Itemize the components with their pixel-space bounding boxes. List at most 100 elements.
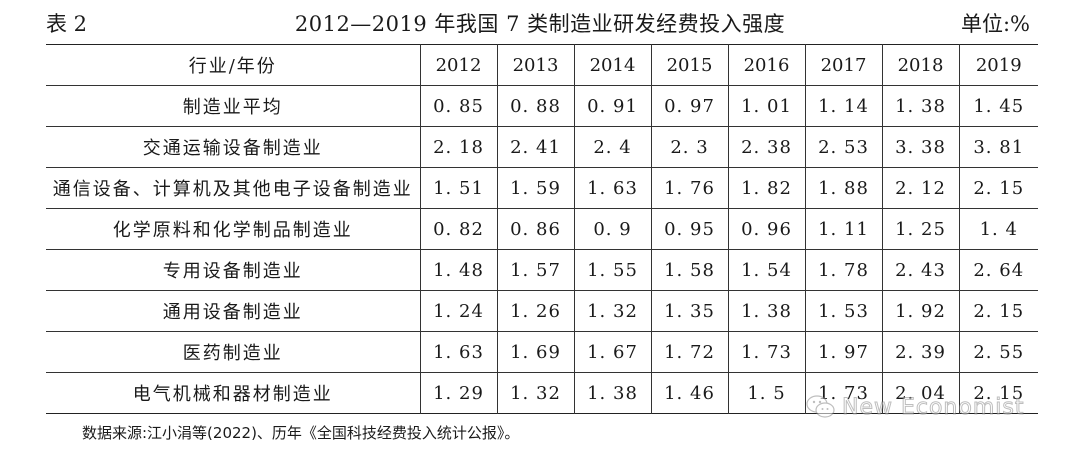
value-cell: 2. 3 — [650, 126, 728, 168]
value-cell: 1. 38 — [881, 85, 959, 127]
value-cell: 1. 88 — [804, 167, 882, 209]
table-caption: 表 2 2012—2019 年我国 7 类制造业研发经费投入强度 单位:% — [0, 0, 1080, 44]
value-cell: 1. 48 — [419, 249, 497, 291]
rd-intensity-table: 行业/年份 2012 2013 2014 2015 2016 2017 2018… — [46, 44, 1038, 414]
value-cell: 1. 24 — [419, 290, 497, 332]
value-cell: 0. 88 — [496, 85, 574, 127]
value-cell: 1. 14 — [804, 85, 882, 127]
value-cell: 3. 38 — [881, 126, 959, 168]
unit-label: 单位:% — [960, 12, 1030, 36]
value-cell: 1. 01 — [727, 85, 805, 127]
table-row: 通用设备制造业 1. 24 1. 26 1. 32 1. 35 1. 38 1.… — [46, 290, 1038, 332]
industry-cell: 通信设备、计算机及其他电子设备制造业 — [52, 179, 413, 200]
table-row: 化学原料和化学制品制造业 0. 82 0. 86 0. 9 0. 95 0. 9… — [46, 208, 1038, 250]
value-cell: 2. 15 — [958, 167, 1038, 209]
value-cell: 1. 45 — [958, 85, 1038, 127]
watermark-text: New Economist — [841, 394, 1025, 420]
column-header: 2017 — [804, 44, 882, 86]
table-body: 制造业平均 0. 85 0. 88 0. 91 0. 97 1. 01 1. 1… — [46, 85, 1038, 414]
value-cell: 2. 64 — [958, 249, 1038, 291]
column-header: 2016 — [727, 44, 805, 86]
value-cell: 2. 4 — [573, 126, 651, 168]
value-cell: 2. 53 — [804, 126, 882, 168]
value-cell: 0. 86 — [496, 208, 574, 250]
value-cell: 2. 12 — [881, 167, 959, 209]
value-cell: 1. 32 — [496, 372, 574, 414]
value-cell: 1. 32 — [573, 290, 651, 332]
industry-cell: 通用设备制造业 — [162, 302, 303, 323]
column-header: 2015 — [650, 44, 728, 86]
table-row: 制造业平均 0. 85 0. 88 0. 91 0. 97 1. 01 1. 1… — [46, 85, 1038, 127]
column-header: 2019 — [958, 44, 1038, 86]
value-cell: 1. 11 — [804, 208, 882, 250]
table-row: 通信设备、计算机及其他电子设备制造业 1. 51 1. 59 1. 63 1. … — [46, 167, 1038, 209]
value-cell: 1. 53 — [804, 290, 882, 332]
industry-cell: 制造业平均 — [182, 97, 283, 118]
value-cell: 1. 46 — [650, 372, 728, 414]
value-cell: 1. 69 — [496, 331, 574, 373]
value-cell: 1. 55 — [573, 249, 651, 291]
value-cell: 1. 72 — [650, 331, 728, 373]
value-cell: 1. 78 — [804, 249, 882, 291]
value-cell: 1. 51 — [419, 167, 497, 209]
table-row: 交通运输设备制造业 2. 18 2. 41 2. 4 2. 3 2. 38 2.… — [46, 126, 1038, 168]
value-cell: 0. 91 — [573, 85, 651, 127]
value-cell: 1. 63 — [419, 331, 497, 373]
table-title: 2012—2019 年我国 7 类制造业研发经费投入强度 — [294, 12, 786, 36]
value-cell: 1. 67 — [573, 331, 651, 373]
value-cell: 3. 81 — [958, 126, 1038, 168]
value-cell: 2. 55 — [958, 331, 1038, 373]
value-cell: 0. 95 — [650, 208, 728, 250]
table-row: 电气机械和器材制造业 1. 29 1. 32 1. 38 1. 46 1. 5 … — [46, 372, 1038, 414]
value-cell: 1. 4 — [958, 208, 1038, 250]
value-cell: 1. 92 — [881, 290, 959, 332]
value-cell: 1. 82 — [727, 167, 805, 209]
value-cell: 0. 82 — [419, 208, 497, 250]
value-cell: 2. 39 — [881, 331, 959, 373]
value-cell: 1. 73 — [727, 331, 805, 373]
value-cell: 1. 5 — [727, 372, 805, 414]
value-cell: 1. 38 — [727, 290, 805, 332]
column-header: 2014 — [573, 44, 651, 86]
value-cell: 1. 73 — [804, 372, 882, 414]
industry-cell: 医药制造业 — [182, 343, 283, 364]
industry-cell: 电气机械和器材制造业 — [132, 384, 333, 405]
table-row: 专用设备制造业 1. 48 1. 57 1. 55 1. 58 1. 54 1.… — [46, 249, 1038, 291]
wechat-icon — [806, 395, 835, 418]
value-cell: 1. 57 — [496, 249, 574, 291]
value-cell: 2. 38 — [727, 126, 805, 168]
watermark: New Economist — [806, 392, 1024, 422]
value-cell: 0. 85 — [419, 85, 497, 127]
value-cell: 2. 15 — [958, 372, 1038, 414]
value-cell: 2. 04 — [881, 372, 959, 414]
value-cell: 1. 97 — [804, 331, 882, 373]
table-number: 表 2 — [46, 12, 88, 36]
data-source-note: 数据来源:江小涓等(2022)、历年《全国科技经费投入统计公报》。 — [82, 424, 520, 442]
value-cell: 1. 59 — [496, 167, 574, 209]
value-cell: 1. 63 — [573, 167, 651, 209]
value-cell: 2. 41 — [496, 126, 574, 168]
value-cell: 1. 26 — [496, 290, 574, 332]
column-header: 2012 — [419, 44, 497, 86]
value-cell: 1. 38 — [573, 372, 651, 414]
value-cell: 2. 43 — [881, 249, 959, 291]
table-row: 医药制造业 1. 63 1. 69 1. 67 1. 72 1. 73 1. 9… — [46, 331, 1038, 373]
value-cell: 0. 9 — [573, 208, 651, 250]
industry-cell: 化学原料和化学制品制造业 — [112, 220, 353, 241]
industry-cell: 专用设备制造业 — [162, 261, 303, 282]
value-cell: 1. 76 — [650, 167, 728, 209]
column-header: 行业/年份 — [188, 56, 277, 77]
value-cell: 1. 25 — [881, 208, 959, 250]
value-cell: 1. 35 — [650, 290, 728, 332]
header-row: 行业/年份 2012 2013 2014 2015 2016 2017 2018… — [46, 44, 1038, 86]
industry-cell: 交通运输设备制造业 — [142, 138, 323, 159]
value-cell: 1. 54 — [727, 249, 805, 291]
value-cell: 2. 18 — [419, 126, 497, 168]
value-cell: 1. 29 — [419, 372, 497, 414]
value-cell: 2. 15 — [958, 290, 1038, 332]
column-header: 2018 — [881, 44, 959, 86]
value-cell: 0. 96 — [727, 208, 805, 250]
value-cell: 0. 97 — [650, 85, 728, 127]
value-cell: 1. 58 — [650, 249, 728, 291]
column-header: 2013 — [496, 44, 574, 86]
